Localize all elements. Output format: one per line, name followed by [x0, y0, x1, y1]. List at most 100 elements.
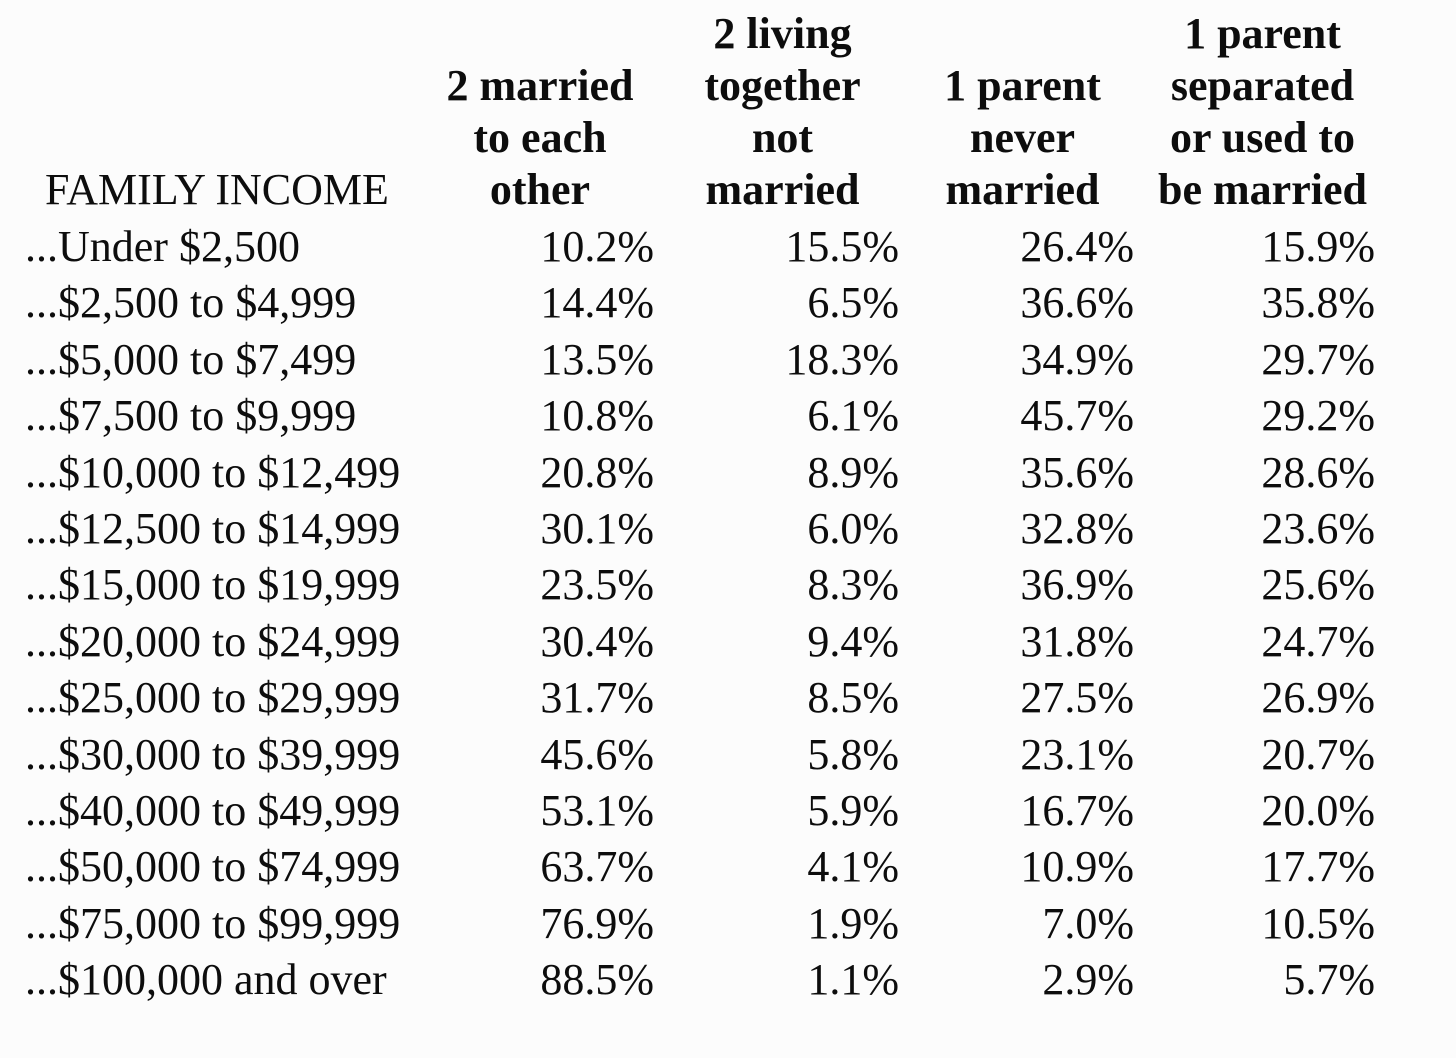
percentage-cell: 36.9% [1020, 560, 1134, 610]
percentage-cell: 36.6% [1020, 278, 1134, 328]
scanned-document-page: FAMILY INCOME 2 married to each other 2 livi… [0, 8, 1456, 1009]
income-label-cell: ...$12,500 to $14,999 [25, 504, 401, 554]
income-label-cell: ...$20,000 to $24,999 [25, 616, 401, 666]
column-header: 1 parent never married [905, 8, 1140, 219]
percentage-cell: 32.8% [1020, 504, 1134, 554]
column-header: 2 married to each other [420, 8, 660, 219]
column-header-line: never [969, 113, 1076, 162]
family-income-table: FAMILY INCOME 2 married to each other 2 livi… [25, 8, 1385, 1009]
table-row: ...$7,500 to $9,999 10.8% 6.1% 45.7% 29.2% [25, 388, 1385, 444]
percentage-cell: 9.4% [807, 616, 899, 666]
percentage-cell: 35.8% [1261, 278, 1375, 328]
percentage-cell: 31.8% [1020, 616, 1134, 666]
percentage-cell: 63.7% [540, 842, 654, 892]
table-row: ...$30,000 to $39,999 45.6% 5.8% 23.1% 20.7% [25, 727, 1385, 783]
income-label-cell: ...$2,500 to $4,999 [25, 278, 357, 328]
percentage-cell: 10.2% [540, 222, 654, 271]
column-header-line: married [945, 165, 1100, 214]
percentage-cell: 29.2% [1261, 391, 1375, 441]
percentage-cell: 26.9% [1261, 673, 1375, 723]
percentage-cell: 23.5% [540, 560, 654, 610]
percentage-cell: 23.1% [1020, 729, 1134, 779]
percentage-cell: 16.7% [1020, 786, 1134, 836]
column-header-family-income: FAMILY INCOME [45, 165, 389, 214]
column-header-line: 1 parent [1184, 9, 1341, 58]
income-label-cell: ...$5,000 to $7,499 [25, 334, 357, 384]
percentage-cell: 53.1% [540, 786, 654, 836]
column-header-line: together [704, 61, 861, 110]
percentage-cell: 6.5% [807, 278, 899, 328]
percentage-cell: 5.9% [807, 786, 899, 836]
percentage-cell: 20.0% [1261, 786, 1375, 836]
column-header-line: other [489, 165, 591, 214]
percentage-cell: 13.5% [540, 334, 654, 384]
percentage-cell: 25.6% [1261, 560, 1375, 610]
column-header-line: or used to [1170, 113, 1355, 162]
column-header-line: 2 married [446, 61, 634, 110]
percentage-cell: 14.4% [540, 278, 654, 328]
column-header: 1 parent separated or used to be married [1140, 8, 1385, 219]
table-row: ...$75,000 to $99,999 76.9% 1.9% 7.0% 10.5% [25, 896, 1385, 952]
percentage-cell: 8.9% [807, 447, 899, 497]
income-label-cell: ...$30,000 to $39,999 [25, 729, 401, 779]
table-row: ...$20,000 to $24,999 30.4% 9.4% 31.8% 24.7% [25, 614, 1385, 670]
table-row: ...$25,000 to $29,999 31.7% 8.5% 27.5% 26.9% [25, 670, 1385, 726]
percentage-cell: 7.0% [1042, 898, 1134, 948]
table-row: ...$100,000 and over 88.5% 1.1% 2.9% 5.7% [25, 952, 1385, 1008]
percentage-cell: 26.4% [1020, 222, 1134, 271]
column-header-line: be married [1158, 165, 1367, 214]
percentage-cell: 2.9% [1042, 955, 1134, 1005]
income-label-cell: ...$10,000 to $12,499 [25, 447, 401, 497]
percentage-cell: 8.5% [807, 673, 899, 723]
column-header-line: to each [473, 113, 607, 162]
percentage-cell: 15.9% [1261, 222, 1375, 271]
income-label-cell: ...$25,000 to $29,999 [25, 673, 401, 723]
table-row: ...Under $2,500 10.2% 15.5% 26.4% 15.9% [25, 219, 1385, 275]
column-header-line: separated [1170, 61, 1355, 110]
percentage-cell: 10.8% [540, 391, 654, 441]
percentage-cell: 28.6% [1261, 447, 1375, 497]
percentage-cell: 8.3% [807, 560, 899, 610]
table-row: ...$10,000 to $12,499 20.8% 8.9% 35.6% 28.6% [25, 445, 1385, 501]
percentage-cell: 34.9% [1020, 334, 1134, 384]
income-label-cell: ...$40,000 to $49,999 [25, 786, 401, 836]
percentage-cell: 76.9% [540, 898, 654, 948]
table-header-row: FAMILY INCOME 2 married to each other 2 livi… [25, 8, 1385, 219]
percentage-cell: 30.4% [540, 616, 654, 666]
percentage-cell: 45.7% [1020, 391, 1134, 441]
percentage-cell: 1.1% [807, 955, 899, 1005]
column-header-line: not [751, 113, 814, 162]
table-row: ...$50,000 to $74,999 63.7% 4.1% 10.9% 17.7% [25, 839, 1385, 895]
table-row: ...$5,000 to $7,499 13.5% 18.3% 34.9% 29.7% [25, 332, 1385, 388]
percentage-cell: 29.7% [1261, 334, 1375, 384]
table-row: ...$2,500 to $4,999 14.4% 6.5% 36.6% 35.8% [25, 275, 1385, 331]
income-label-cell: ...$7,500 to $9,999 [25, 391, 357, 441]
percentage-cell: 4.1% [807, 842, 899, 892]
column-header-line: married [705, 165, 860, 214]
table-row: ...$12,500 to $14,999 30.1% 6.0% 32.8% 23.6% [25, 501, 1385, 557]
column-header-line: 2 living [713, 9, 852, 58]
column-header: 2 living together not married [660, 8, 905, 219]
percentage-cell: 31.7% [540, 673, 654, 723]
income-label-cell: ...$15,000 to $19,999 [25, 560, 401, 610]
percentage-cell: 35.6% [1020, 447, 1134, 497]
percentage-cell: 88.5% [540, 955, 654, 1005]
percentage-cell: 45.6% [540, 729, 654, 779]
percentage-cell: 24.7% [1261, 616, 1375, 666]
percentage-cell: 30.1% [540, 504, 654, 554]
table-row: ...$40,000 to $49,999 53.1% 5.9% 16.7% 20.0% [25, 783, 1385, 839]
income-label-cell: ...Under $2,500 [25, 222, 300, 271]
percentage-cell: 5.8% [807, 729, 899, 779]
table-header: FAMILY INCOME 2 married to each other 2 livi… [25, 8, 1385, 219]
income-label-cell: ...$50,000 to $74,999 [25, 842, 401, 892]
percentage-cell: 6.0% [807, 504, 899, 554]
percentage-cell: 5.7% [1283, 955, 1375, 1005]
income-label-cell: ...$100,000 and over [25, 955, 387, 1005]
percentage-cell: 18.3% [785, 334, 899, 384]
table-row: ...$15,000 to $19,999 23.5% 8.3% 36.9% 25.6% [25, 557, 1385, 613]
percentage-cell: 10.9% [1020, 842, 1134, 892]
table-body: ...Under $2,500 10.2% 15.5% 26.4% 15.9% ...$2… [25, 219, 1385, 1009]
percentage-cell: 15.5% [785, 222, 899, 271]
percentage-cell: 17.7% [1261, 842, 1375, 892]
percentage-cell: 23.6% [1261, 504, 1375, 554]
